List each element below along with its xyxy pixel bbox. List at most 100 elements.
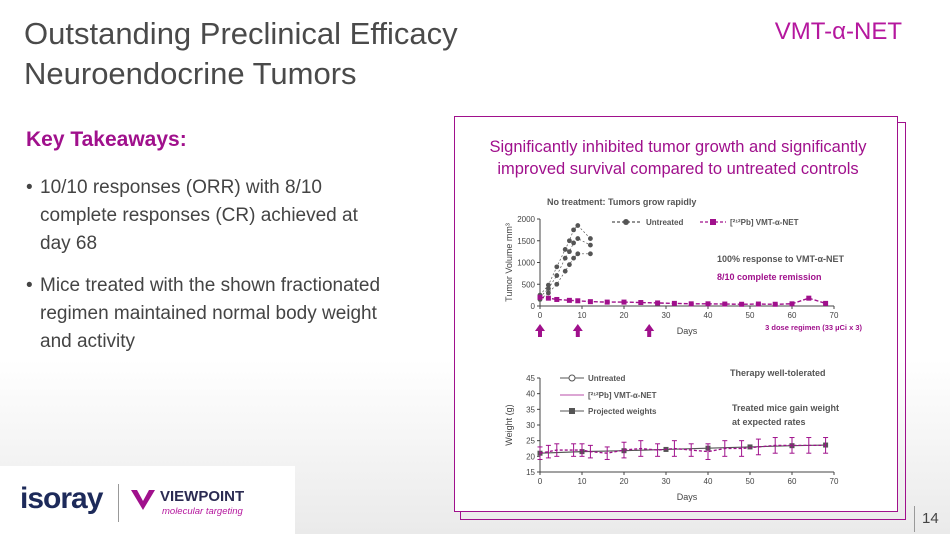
tumor-treated-point: [772, 301, 778, 307]
tumor-untreated-point: [588, 242, 593, 248]
weight-x-tick-label: 10: [578, 477, 587, 486]
viewpoint-tagline: molecular targeting: [162, 506, 243, 517]
tumor-treated-point: [688, 301, 694, 307]
tumor-untreated-point: [562, 268, 568, 274]
tumor-treated-point: [739, 301, 745, 307]
page-number-divider: [914, 506, 915, 532]
weight-x-tick-label: 50: [746, 477, 755, 486]
weight-legend-marker-untreated: [568, 374, 576, 382]
tumor-untreated-point: [554, 273, 560, 278]
figure-headline: Significantly inhibited tumor growth and…: [489, 138, 867, 178]
tumor-untreated-point: [588, 236, 593, 241]
tumor-untreated-point: [567, 249, 572, 255]
weight-y-tick-label: 40: [526, 390, 535, 399]
tumor-x-tick-label: 0: [538, 311, 543, 320]
weight-annotation-tolerated: Therapy well-tolerated: [730, 368, 826, 378]
weight-x-tick-label: 40: [704, 477, 713, 486]
tumor-untreated-point: [554, 264, 560, 270]
weight-x-tick-label: 60: [788, 477, 797, 486]
tumor-untreated-point: [562, 255, 568, 261]
tumor-untreated-point: [546, 282, 551, 288]
tumor-untreated-line: [539, 225, 591, 296]
tumor-untreated-point: [567, 238, 572, 244]
tumor-y-tick-label: 2000: [517, 215, 535, 224]
tumor-treated-point: [621, 299, 627, 305]
tumor-untreated-point: [571, 240, 576, 246]
takeaway-list: 10/10 responses (ORR) with 8/10 complete…: [26, 174, 386, 370]
tumor-y-axis-label: Tumor Volume mm³: [504, 223, 514, 302]
page-number: 14: [922, 510, 939, 527]
key-takeaways-heading: Key Takeaways:: [26, 128, 187, 151]
tumor-chart-title: No treatment: Tumors grow rapidly: [547, 197, 696, 207]
tumor-x-tick-label: 70: [830, 311, 839, 320]
tumor-treated-point: [671, 300, 677, 306]
tumor-untreated-point: [562, 247, 568, 252]
tumor-treated-point: [755, 301, 761, 307]
tumor-x-tick-label: 30: [662, 311, 671, 320]
tumor-x-tick-label: 40: [704, 311, 713, 320]
tumor-untreated-point: [571, 255, 576, 261]
tumor-treated-point: [638, 300, 644, 306]
tumor-untreated-point: [546, 286, 551, 291]
tumor-y-tick-label: 1500: [517, 237, 535, 246]
tumor-x-axis-label: Days: [677, 326, 698, 336]
dose-arrow-icon: [644, 324, 655, 337]
weight-y-tick-label: 25: [526, 437, 535, 446]
tumor-treated-point: [806, 295, 812, 301]
page-subtitle: Neuroendocrine Tumors: [24, 56, 357, 91]
takeaway-item: Mice treated with the shown fractionated…: [26, 272, 386, 356]
tumor-y-tick-label: 1000: [517, 259, 535, 268]
page-title: Outstanding Preclinical Efficacy: [24, 16, 458, 51]
weight-x-tick-label: 0: [538, 477, 543, 486]
weight-projected-point: [747, 444, 753, 450]
tumor-untreated-point: [575, 251, 581, 257]
weight-annotation-gain-cont: at expected rates: [732, 417, 806, 427]
tumor-treated-point: [537, 294, 543, 300]
weight-legend-treated: [²¹²Pb] VMT-α-NET: [588, 391, 657, 400]
tumor-treated-point: [545, 295, 551, 301]
tumor-x-tick-label: 60: [788, 311, 797, 320]
weight-y-tick-label: 30: [526, 421, 535, 430]
weight-annotation-gain: Treated mice gain weight: [732, 403, 839, 413]
tumor-treated-point: [823, 300, 829, 306]
weight-x-tick-label: 20: [620, 477, 629, 486]
tumor-treated-point: [604, 299, 610, 305]
weight-legend-marker-projected: [569, 408, 575, 414]
tumor-untreated-point: [567, 262, 572, 268]
tumor-untreated-point: [575, 236, 581, 241]
tumor-treated-point: [789, 301, 795, 307]
weight-y-tick-label: 15: [526, 468, 535, 477]
weight-y-tick-label: 20: [526, 452, 535, 461]
tumor-treated-point: [566, 297, 572, 303]
viewpoint-mark-icon: [131, 490, 155, 510]
tumor-treated-point: [722, 301, 728, 307]
tumor-untreated-point: [546, 290, 551, 296]
logo-divider: [118, 484, 119, 522]
weight-x-tick-label: 30: [662, 477, 671, 486]
weight-y-axis-label: Weight (g): [504, 404, 514, 445]
tumor-legend-marker-treated: [710, 219, 716, 225]
isoray-logo: isoray: [20, 482, 103, 515]
tumor-x-tick-label: 50: [746, 311, 755, 320]
weight-x-tick-label: 70: [830, 477, 839, 486]
takeaway-item: 10/10 responses (ORR) with 8/10 complete…: [26, 174, 386, 258]
dose-arrow-icon: [535, 324, 545, 337]
viewpoint-logo: VIEWPOINT: [160, 488, 245, 505]
weight-x-axis-label: Days: [677, 492, 698, 502]
tumor-legend-treated: [²¹²Pb] VMT-α-NET: [730, 218, 799, 227]
tumor-annotation-remission: 8/10 complete remission: [717, 272, 822, 282]
weight-legend-projected: Projected weights: [588, 407, 657, 416]
tumor-treated-point: [587, 299, 593, 305]
weight-legend-untreated: Untreated: [588, 374, 625, 383]
dose-arrow-icon: [572, 324, 583, 337]
tumor-y-tick-label: 0: [531, 302, 536, 311]
tumor-x-tick-label: 10: [578, 311, 587, 320]
tumor-treated-point: [705, 301, 711, 307]
tumor-untreated-point: [554, 281, 560, 287]
tumor-treated-point: [575, 298, 581, 304]
tumor-legend-untreated: Untreated: [646, 218, 683, 227]
tumor-treated-point: [554, 296, 560, 302]
tumor-annotation-dose: 3 dose regimen (33 µCi x 3): [765, 323, 862, 332]
weight-treated-line: [539, 444, 826, 454]
